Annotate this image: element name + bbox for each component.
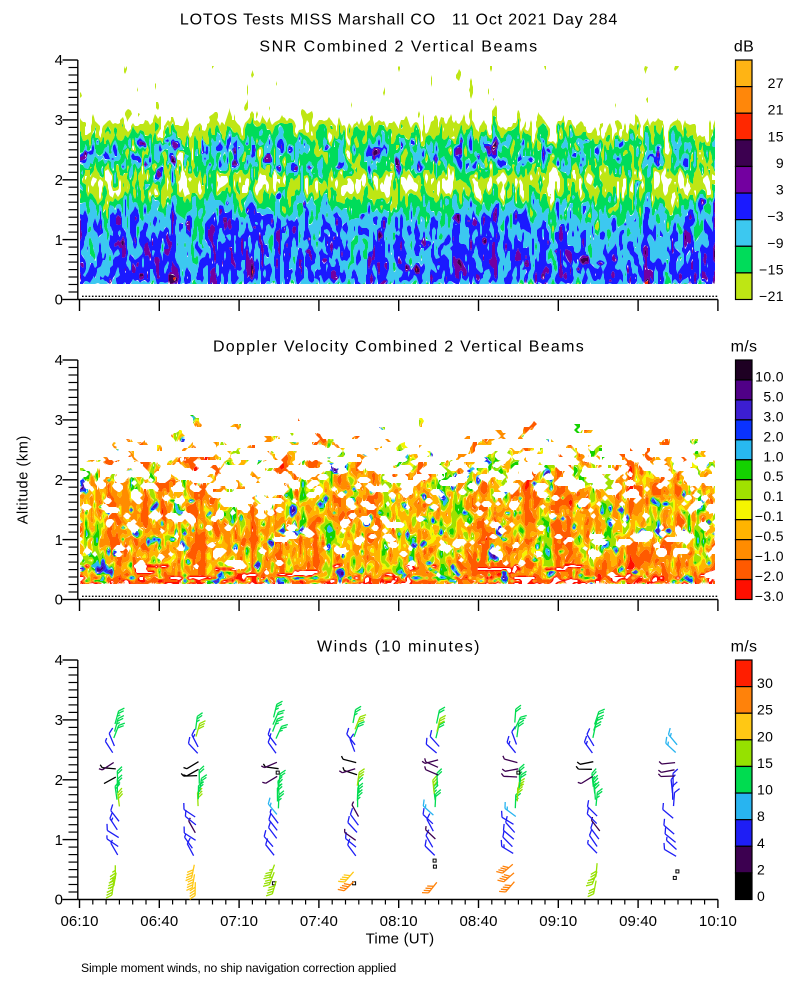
svg-text:2: 2 — [55, 172, 63, 189]
svg-text:07:10: 07:10 — [220, 913, 258, 930]
svg-text:9: 9 — [776, 155, 784, 171]
svg-text:0: 0 — [55, 892, 63, 909]
svg-text:−0.5: −0.5 — [755, 528, 784, 544]
svg-text:−3: −3 — [767, 208, 784, 224]
svg-text:Winds (10 minutes): Winds (10 minutes) — [317, 639, 481, 656]
svg-text:LOTOS Tests MISS Marshall CO: LOTOS Tests MISS Marshall CO 11 Oct 2021… — [180, 11, 618, 28]
svg-text:2.0: 2.0 — [763, 428, 784, 444]
svg-text:dB: dB — [734, 39, 754, 56]
svg-text:09:40: 09:40 — [619, 913, 657, 930]
svg-text:15: 15 — [768, 128, 784, 144]
svg-text:21: 21 — [768, 102, 784, 118]
svg-text:3: 3 — [55, 112, 63, 129]
svg-text:−9: −9 — [767, 235, 784, 251]
svg-text:3: 3 — [55, 712, 63, 729]
svg-text:0.1: 0.1 — [763, 488, 784, 504]
svg-text:m/s: m/s — [731, 639, 758, 656]
svg-text:−0.1: −0.1 — [755, 508, 784, 524]
svg-text:09:10: 09:10 — [539, 913, 577, 930]
svg-text:5.0: 5.0 — [763, 388, 784, 404]
svg-text:27: 27 — [768, 75, 784, 91]
svg-text:20: 20 — [757, 728, 773, 744]
svg-text:Doppler Velocity Combined 2 Ve: Doppler Velocity Combined 2 Vertical Bea… — [213, 339, 585, 356]
svg-text:2: 2 — [55, 772, 63, 789]
svg-text:2: 2 — [55, 472, 63, 489]
svg-text:3: 3 — [776, 182, 784, 198]
svg-text:10: 10 — [757, 782, 773, 798]
svg-text:0: 0 — [757, 888, 765, 904]
svg-text:1.0: 1.0 — [763, 448, 784, 464]
svg-text:4: 4 — [757, 835, 765, 851]
svg-text:−15: −15 — [759, 261, 784, 277]
svg-text:0: 0 — [55, 592, 63, 609]
svg-text:06:40: 06:40 — [140, 913, 178, 930]
svg-text:15: 15 — [757, 755, 773, 771]
svg-text:SNR Combined 2 Vertical Beams: SNR Combined 2 Vertical Beams — [259, 39, 538, 56]
svg-text:0.5: 0.5 — [763, 468, 784, 484]
svg-text:m/s: m/s — [731, 339, 758, 356]
svg-text:1: 1 — [55, 832, 63, 849]
svg-text:1: 1 — [55, 232, 63, 249]
svg-text:−2.0: −2.0 — [755, 568, 784, 584]
svg-text:06:10: 06:10 — [60, 913, 98, 930]
svg-text:4: 4 — [55, 52, 63, 69]
svg-text:08:40: 08:40 — [459, 913, 497, 930]
svg-text:08:10: 08:10 — [380, 913, 418, 930]
svg-text:0: 0 — [55, 292, 63, 309]
svg-text:8: 8 — [757, 808, 765, 824]
svg-text:Time (UT): Time (UT) — [366, 931, 435, 948]
svg-text:−1.0: −1.0 — [755, 548, 784, 564]
svg-text:4: 4 — [55, 652, 63, 669]
svg-text:25: 25 — [757, 702, 773, 718]
svg-text:30: 30 — [757, 675, 773, 691]
svg-text:Simple moment winds, no ship n: Simple moment winds, no ship navigation … — [81, 961, 396, 975]
svg-text:3.0: 3.0 — [763, 408, 784, 424]
svg-text:07:40: 07:40 — [300, 913, 338, 930]
svg-text:10:10: 10:10 — [699, 913, 737, 930]
svg-text:1: 1 — [55, 532, 63, 549]
svg-text:2: 2 — [757, 861, 765, 877]
svg-text:−3.0: −3.0 — [755, 588, 784, 604]
svg-text:10.0: 10.0 — [755, 369, 784, 385]
svg-text:Altitude (km): Altitude (km) — [16, 435, 32, 524]
svg-text:3: 3 — [55, 412, 63, 429]
svg-text:−21: −21 — [759, 288, 784, 304]
svg-text:4: 4 — [55, 352, 63, 369]
